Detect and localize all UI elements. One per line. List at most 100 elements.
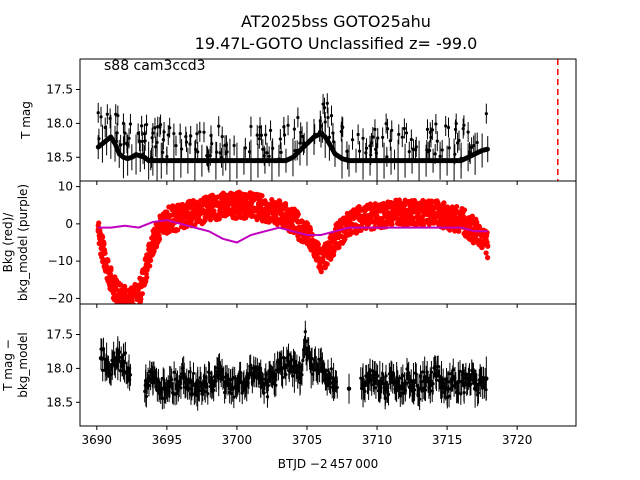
dense-point [166, 133, 170, 137]
dense-point [188, 370, 192, 374]
dense-point [261, 147, 265, 151]
dense-point [446, 380, 450, 384]
bkg-point [311, 243, 317, 249]
dense-point [206, 392, 210, 396]
y-tick-label: 0 [65, 217, 73, 231]
bkg-point [96, 220, 102, 226]
bkg-point [148, 257, 154, 263]
bkg-point [276, 210, 282, 216]
dense-point [457, 138, 461, 143]
dense-point [161, 150, 165, 154]
bkg-point [290, 217, 296, 223]
dense-point [258, 125, 262, 129]
dense-point [484, 388, 488, 392]
dense-point [484, 112, 488, 116]
chart-title-line2: 19.47L-GOTO Unclassified z= -99.0 [195, 34, 478, 53]
dense-point [376, 136, 380, 140]
dense-point [462, 123, 466, 127]
dense-point [218, 151, 222, 155]
dense-point [97, 137, 101, 141]
bkg-point [113, 286, 119, 293]
bkg-point [157, 224, 163, 231]
x-tick-label: 3690 [82, 433, 113, 447]
dense-point [105, 112, 109, 116]
y-tick-label: 18.0 [46, 361, 73, 375]
dense-point [404, 381, 408, 385]
dense-point [122, 142, 126, 146]
dense-point [329, 367, 333, 371]
bkg-point [318, 269, 324, 275]
bkg-point [134, 305, 139, 310]
bkg-point [100, 234, 106, 240]
dense-point [151, 131, 155, 135]
dense-point [433, 152, 437, 156]
dense-point [453, 152, 457, 156]
bkg-point [461, 207, 468, 213]
dense-point [472, 143, 476, 148]
dense-point [121, 121, 126, 125]
y-tick-label: 18.0 [46, 116, 73, 130]
dense-point [412, 388, 417, 392]
dense-point [300, 134, 304, 139]
dense-point [444, 377, 449, 381]
dense-point [350, 138, 355, 142]
dense-point [461, 373, 465, 377]
dense-point [99, 115, 103, 119]
bkg-point [315, 241, 322, 247]
dense-point [373, 370, 377, 374]
dense-point [143, 139, 147, 143]
dense-point [466, 130, 470, 134]
dense-point [249, 124, 253, 129]
dense-point [215, 150, 219, 154]
dense-point [462, 391, 466, 395]
y-tick-label: −20 [48, 291, 73, 305]
dense-point [128, 122, 133, 126]
dense-point [168, 126, 172, 130]
dense-point [193, 147, 198, 152]
dense-point [127, 136, 131, 140]
bkg-point [429, 198, 435, 204]
bkg-point [444, 213, 450, 220]
dense-point [268, 128, 273, 133]
bkg-point [336, 244, 342, 250]
y-axis-label: bkg_model (purple) [16, 184, 30, 301]
bkg-point [483, 250, 489, 256]
dense-point [341, 125, 345, 129]
dense-point [291, 374, 295, 378]
bkg-point [469, 213, 475, 219]
bkg-point [122, 308, 127, 313]
bkg-point [143, 265, 149, 272]
bkg-point [484, 255, 491, 261]
dense-point [296, 115, 300, 120]
dense-point [429, 135, 433, 139]
dense-point [376, 374, 380, 378]
bkg-point [402, 210, 408, 216]
dense-point [319, 124, 323, 128]
dense-point [305, 358, 309, 362]
point-cloud [99, 320, 488, 411]
dense-point [370, 383, 374, 387]
bkg-point [188, 218, 194, 224]
dense-point [421, 370, 425, 374]
dense-point [459, 392, 463, 396]
dense-point [475, 140, 479, 145]
dense-point [220, 134, 224, 139]
dense-point [407, 371, 411, 375]
dense-point [144, 394, 149, 399]
dense-point [383, 396, 387, 400]
bkg-point [259, 193, 265, 199]
dense-point [429, 370, 434, 374]
dense-point [484, 146, 490, 152]
dense-point [109, 373, 113, 377]
x-tick-label: 3710 [362, 433, 393, 447]
dense-point [446, 125, 451, 130]
dense-point [447, 146, 451, 150]
y-tick-label: 18.5 [46, 395, 73, 409]
dense-point [390, 128, 394, 133]
bkg-point [295, 211, 301, 217]
bkg-point [324, 261, 330, 267]
dense-point [438, 154, 442, 158]
dense-point [257, 137, 261, 141]
dense-point [117, 350, 122, 354]
dense-point [247, 150, 252, 154]
